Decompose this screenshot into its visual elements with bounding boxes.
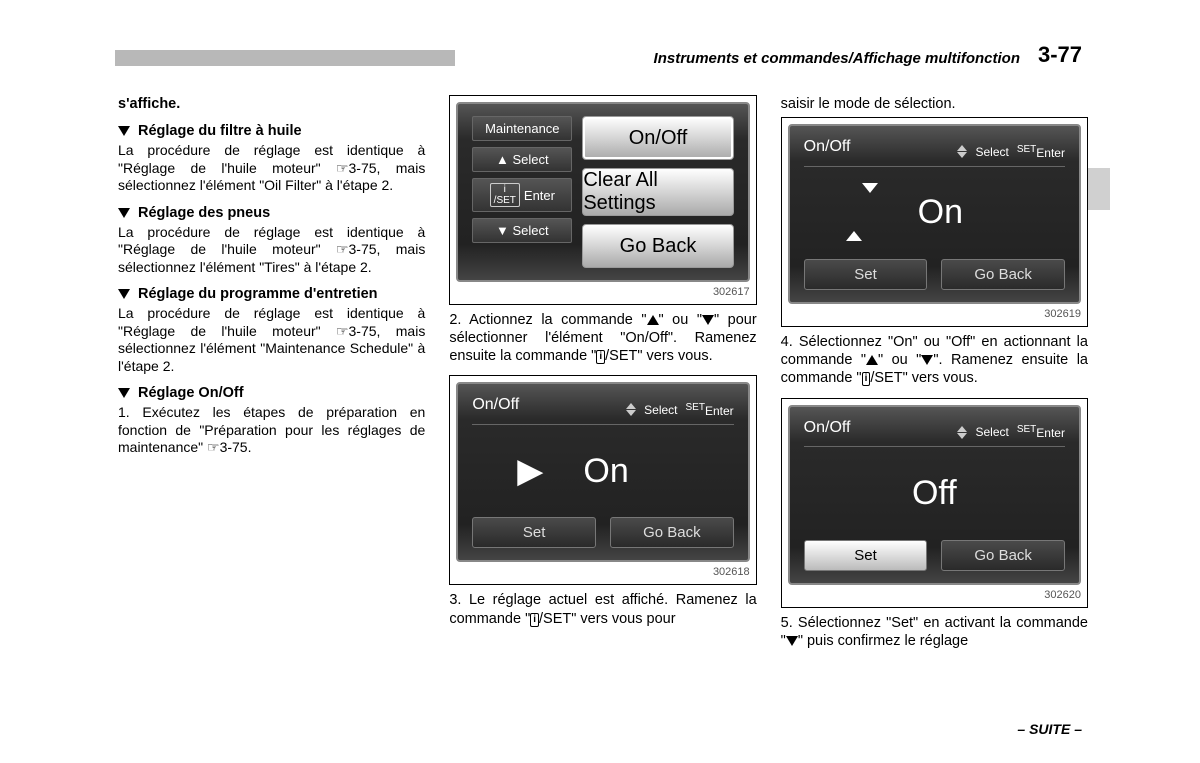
screen-header-right: Select SETEnter [957,424,1065,440]
screen-header: On/Off Select SETEnter [804,419,1065,448]
col2-step3: 3. Le réglage actuel est affiché. Ramene… [449,591,756,627]
triangle-down-icon [118,208,130,218]
figure-id: 302617 [456,286,749,298]
header-title: Instruments et commandes/Affichage multi… [654,50,1020,67]
btn-set: Set [472,517,596,548]
menu-btn-goback: Go Back [582,224,733,268]
screen-onoff-current: On/Off Select SETEnter ▶ On Set Go Back [456,382,749,562]
figure-302619: On/Off Select SETEnter On Set Go Back [781,117,1088,327]
screen-value: Off [912,474,957,513]
sidebar-maintenance: Maintenance [472,116,572,141]
screen-maintenance-menu: Maintenance ▲ Select i/SETEnter ▼ Select… [456,102,749,282]
updown-arrows-icon [846,193,878,232]
screen-bottom-buttons: Set Go Back [472,517,733,548]
col1-p2: La procédure de réglage est identique à … [118,224,425,277]
screen-header-right: Select SETEnter [626,402,734,418]
col1-p3: La procédure de réglage est identique à … [118,305,425,375]
select-arrows-icon [957,145,967,158]
triangle-down-icon [118,289,130,299]
menu-btn-onoff: On/Off [582,116,733,160]
column-2: Maintenance ▲ Select i/SETEnter ▼ Select… [449,95,756,654]
screen-onoff-off: On/Off Select SETEnter Off Set Go Back [788,405,1081,585]
btn-goback: Go Back [941,540,1065,571]
screen-main-buttons: On/Off Clear All Settings Go Back [582,116,733,268]
figure-id: 302619 [788,308,1081,320]
footer-suite: – SUITE – [1017,721,1082,737]
triangle-down-icon [118,126,130,136]
col3-step4: 4. Sélectionnez "On" ou "Off" en actionn… [781,333,1088,387]
screen-value-row: ▶ On [472,425,733,518]
screen-title: On/Off [472,396,519,414]
col1-p1: La procédure de réglage est identique à … [118,142,425,195]
col1-h1: Réglage du filtre à huile [118,123,425,139]
i-set-icon: i [596,350,605,364]
figure-id: 302620 [788,589,1081,601]
figure-id: 302618 [456,566,749,578]
header-gray-bar [115,50,455,66]
figure-302618: On/Off Select SETEnter ▶ On Set Go Back [449,375,756,585]
page-number: 3-77 [1038,42,1082,68]
sidebar-select-down: ▼ Select [472,218,572,243]
sidebar-iset-enter: i/SETEnter [472,178,572,212]
screen-title: On/Off [804,138,851,156]
screen-header: On/Off Select SETEnter [804,138,1065,167]
col1-h3: Réglage du programme d'entretien [118,286,425,302]
screen-onoff-select: On/Off Select SETEnter On Set Go Back [788,124,1081,304]
triangle-down-icon [702,315,714,325]
screen-value-row: Off [804,447,1065,540]
col3-p0: saisir le mode de sélection. [781,95,1088,113]
btn-set: Set [804,259,928,290]
col1-h4: Réglage On/Off [118,385,425,401]
column-1: s'affiche. Réglage du filtre à huile La … [118,95,425,654]
screen-bottom-buttons: Set Go Back [804,540,1065,571]
marker-triangle-icon: ▶ [517,451,543,491]
figure-302620: On/Off Select SETEnter Off Set Go Back [781,398,1088,608]
triangle-up-icon [866,355,878,365]
col3-step5: 5. Sélectionnez "Set" en activant la com… [781,614,1088,650]
screen-value: On [583,452,628,491]
triangle-up-icon [647,315,659,325]
btn-set-highlighted: Set [804,540,928,571]
select-arrows-icon [626,403,636,416]
col1-h2: Réglage des pneus [118,205,425,221]
triangle-down-icon [786,636,798,646]
i-set-icon: i/SET [490,183,520,207]
screen-header: On/Off Select SETEnter [472,396,733,425]
select-arrows-icon [957,426,967,439]
i-set-icon: i [530,613,539,627]
col1-p0: s'affiche. [118,95,425,113]
figure-302617: Maintenance ▲ Select i/SETEnter ▼ Select… [449,95,756,305]
col1-p4: 1. Exécutez les étapes de préparation en… [118,404,425,457]
screen-value: On [918,193,963,232]
screen-bottom-buttons: Set Go Back [804,259,1065,290]
col2-step2: 2. Actionnez la commande "" ou "" pour s… [449,311,756,365]
btn-goback: Go Back [610,517,734,548]
triangle-down-icon [118,388,130,398]
column-3: saisir le mode de sélection. On/Off Sele… [781,95,1088,654]
screen-value-row: On [804,167,1065,260]
screen-title: On/Off [804,419,851,437]
menu-btn-clear: Clear All Settings [582,168,733,216]
btn-goback: Go Back [941,259,1065,290]
sidebar-select-up: ▲ Select [472,147,572,172]
screen-header-right: Select SETEnter [957,144,1065,160]
triangle-down-icon [921,355,933,365]
content-columns: s'affiche. Réglage du filtre à huile La … [118,95,1088,654]
screen-sidebar: Maintenance ▲ Select i/SETEnter ▼ Select [472,116,572,268]
